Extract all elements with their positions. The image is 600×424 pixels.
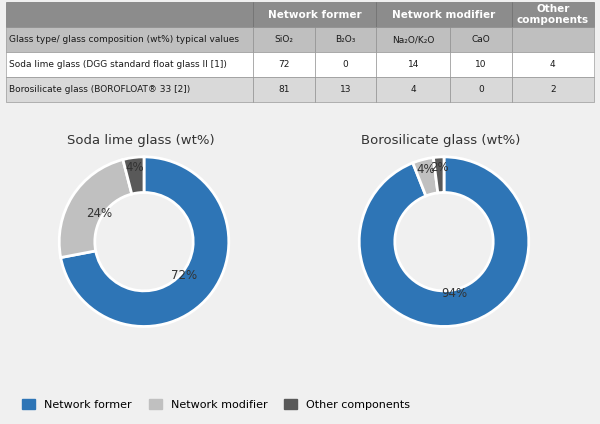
Text: Other
components: Other components (517, 4, 589, 25)
Text: B₂O₃: B₂O₃ (335, 35, 356, 44)
Text: Soda lime glass (wt%): Soda lime glass (wt%) (67, 134, 215, 147)
FancyBboxPatch shape (512, 52, 594, 77)
Text: 4%: 4% (125, 161, 144, 174)
FancyBboxPatch shape (6, 77, 253, 102)
Text: 14: 14 (407, 60, 419, 69)
FancyBboxPatch shape (6, 2, 253, 27)
Text: 0: 0 (343, 60, 349, 69)
Text: 94%: 94% (441, 287, 467, 300)
Wedge shape (61, 157, 229, 326)
FancyBboxPatch shape (512, 2, 594, 27)
Text: Network former: Network former (268, 10, 362, 20)
Text: 81: 81 (278, 85, 290, 94)
FancyBboxPatch shape (450, 27, 512, 52)
FancyBboxPatch shape (253, 52, 314, 77)
FancyBboxPatch shape (6, 52, 253, 77)
Text: Glass type/ glass composition (wt%) typical values: Glass type/ glass composition (wt%) typi… (9, 35, 239, 44)
FancyBboxPatch shape (450, 77, 512, 102)
FancyBboxPatch shape (314, 52, 376, 77)
Wedge shape (413, 158, 438, 196)
FancyBboxPatch shape (512, 77, 594, 102)
FancyBboxPatch shape (314, 27, 376, 52)
FancyBboxPatch shape (450, 52, 512, 77)
Text: Soda lime glass (DGG standard float glass II [1]): Soda lime glass (DGG standard float glas… (9, 60, 227, 69)
FancyBboxPatch shape (376, 52, 450, 77)
Text: 0: 0 (478, 85, 484, 94)
Text: 4%: 4% (416, 163, 435, 176)
Text: Borosilicate glass (BOROFLOAT® 33 [2]): Borosilicate glass (BOROFLOAT® 33 [2]) (9, 85, 190, 94)
FancyBboxPatch shape (314, 77, 376, 102)
Text: Borosilicate glass (wt%): Borosilicate glass (wt%) (361, 134, 521, 147)
FancyBboxPatch shape (376, 2, 512, 27)
FancyBboxPatch shape (253, 2, 376, 27)
FancyBboxPatch shape (253, 77, 314, 102)
Text: 13: 13 (340, 85, 352, 94)
Wedge shape (433, 157, 444, 193)
Wedge shape (59, 159, 132, 257)
Text: Na₂O/K₂O: Na₂O/K₂O (392, 35, 434, 44)
FancyBboxPatch shape (376, 27, 450, 52)
Text: 72%: 72% (172, 269, 197, 282)
Text: Network modifier: Network modifier (392, 10, 496, 20)
Wedge shape (359, 157, 529, 326)
Text: CaO: CaO (472, 35, 490, 44)
Wedge shape (123, 157, 144, 194)
Text: 2: 2 (550, 85, 556, 94)
Legend: Network former, Network modifier, Other components: Network former, Network modifier, Other … (17, 395, 415, 414)
Text: 4: 4 (410, 85, 416, 94)
FancyBboxPatch shape (512, 27, 594, 52)
Text: 10: 10 (475, 60, 487, 69)
Text: 4: 4 (550, 60, 556, 69)
FancyBboxPatch shape (6, 27, 253, 52)
FancyBboxPatch shape (253, 27, 314, 52)
Text: SiO₂: SiO₂ (274, 35, 293, 44)
Text: 72: 72 (278, 60, 290, 69)
Text: 2%: 2% (430, 161, 449, 174)
Text: 24%: 24% (86, 207, 113, 220)
FancyBboxPatch shape (376, 77, 450, 102)
